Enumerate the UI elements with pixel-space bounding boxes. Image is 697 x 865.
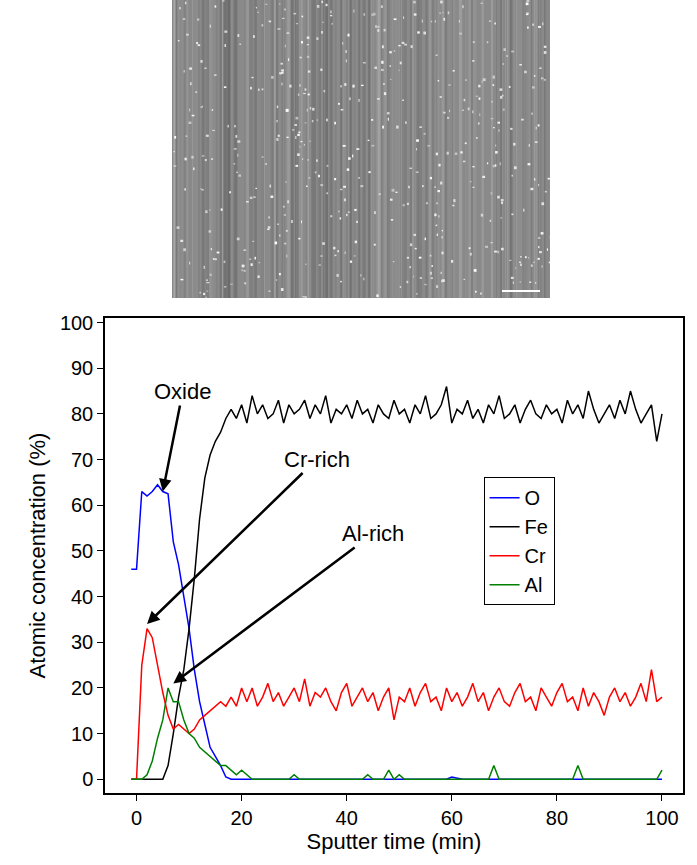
svg-text:40: 40 <box>71 586 93 608</box>
svg-text:70: 70 <box>71 449 93 471</box>
svg-text:30: 30 <box>71 631 93 653</box>
svg-text:Sputter time (min): Sputter time (min) <box>307 829 482 854</box>
svg-text:80: 80 <box>546 807 568 829</box>
svg-text:90: 90 <box>71 357 93 379</box>
svg-text:Cr: Cr <box>525 545 546 567</box>
svg-text:100: 100 <box>60 312 93 334</box>
svg-text:60: 60 <box>71 494 93 516</box>
svg-text:0: 0 <box>131 807 142 829</box>
svg-text:Al: Al <box>525 574 543 596</box>
svg-text:20: 20 <box>71 677 93 699</box>
svg-text:20: 20 <box>230 807 252 829</box>
svg-text:100: 100 <box>645 807 678 829</box>
svg-text:60: 60 <box>441 807 463 829</box>
svg-text:Fe: Fe <box>525 516 548 538</box>
svg-text:50: 50 <box>71 540 93 562</box>
svg-text:10: 10 <box>71 723 93 745</box>
svg-text:Atomic concentration (%): Atomic concentration (%) <box>25 433 50 679</box>
svg-text:0: 0 <box>82 768 93 790</box>
svg-text:80: 80 <box>71 403 93 425</box>
svg-text:Oxide: Oxide <box>154 379 211 404</box>
svg-text:40: 40 <box>336 807 358 829</box>
svg-text:O: O <box>525 487 541 509</box>
svg-text:Cr-rich: Cr-rich <box>284 447 350 472</box>
svg-text:Al-rich: Al-rich <box>342 521 404 546</box>
